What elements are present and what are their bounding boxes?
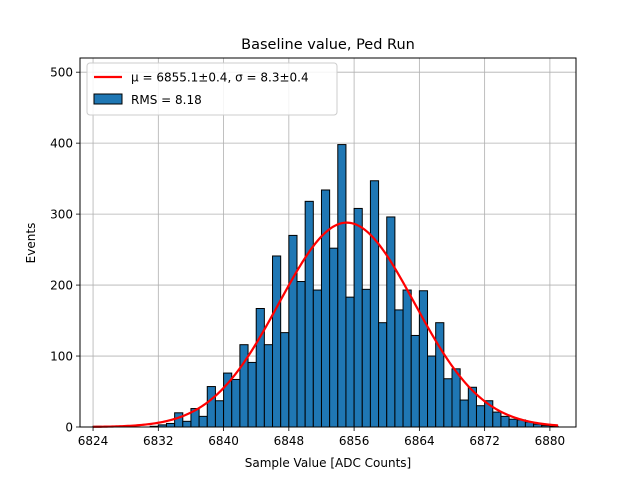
histogram-bar — [435, 322, 445, 428]
legend-box — [86, 62, 338, 116]
y-tick-label: 500 — [50, 66, 73, 80]
x-tick-label: 6848 — [274, 434, 305, 448]
histogram-bar — [320, 189, 331, 428]
histogram-bar — [475, 405, 486, 428]
y-axis-label: Events — [24, 223, 38, 264]
histogram-bar — [231, 378, 241, 428]
histogram-bar — [418, 290, 429, 428]
histogram-bar — [280, 332, 290, 428]
histogram-bar — [263, 344, 274, 428]
x-axis-ticks: 6824 6832 6840 6848 6856 6864 6872 6880 — [78, 427, 565, 448]
x-axis-label: Sample Value [ADC Counts] — [245, 456, 411, 470]
histogram-bar — [353, 207, 363, 428]
histogram-bar — [312, 289, 322, 428]
histogram-bar — [508, 418, 518, 428]
legend-histogram-label: RMS = 8.18 — [131, 93, 202, 107]
histogram-bar — [451, 368, 461, 428]
histogram-bar — [247, 361, 257, 428]
histogram-bar — [206, 386, 216, 428]
legend-histogram-swatch — [93, 93, 123, 105]
histogram-bar — [288, 234, 298, 428]
histogram-bar — [214, 400, 225, 428]
histogram-bar — [198, 415, 208, 428]
histogram-bar — [500, 415, 510, 428]
y-tick-label: 0 — [65, 421, 73, 435]
y-tick-label: 100 — [50, 350, 73, 364]
histogram-bar — [296, 281, 306, 428]
histogram-bar — [182, 420, 192, 428]
x-tick-label: 6864 — [404, 434, 435, 448]
x-tick-label: 6832 — [143, 434, 174, 448]
histogram-bar — [459, 399, 469, 428]
histogram-bar — [345, 296, 355, 428]
histogram-bar — [272, 255, 282, 428]
histogram-bar — [427, 355, 437, 428]
histogram-bar — [337, 144, 347, 428]
x-tick-label: 6880 — [535, 434, 566, 448]
x-tick-label: 6872 — [469, 434, 500, 448]
y-tick-label: 400 — [50, 137, 73, 151]
x-tick-label: 6840 — [208, 434, 239, 448]
histogram-bar — [402, 289, 412, 428]
y-axis-ticks: 0 100 200 300 400 500 — [50, 66, 80, 435]
histogram-bar — [394, 309, 404, 428]
y-tick-label: 200 — [50, 279, 73, 293]
histogram-bar — [304, 200, 314, 428]
histogram-bar — [329, 247, 339, 428]
gaussian-fit-curve — [93, 221, 559, 428]
histogram-bar — [492, 411, 502, 428]
histogram-bar — [174, 412, 184, 428]
histogram-bar — [255, 307, 265, 428]
axes-frame — [79, 57, 577, 428]
legend-fit-label: μ = 6855.1±0.4, σ = 8.3±0.4 — [131, 71, 309, 85]
histogram-bar — [443, 378, 453, 428]
y-tick-label: 300 — [50, 208, 73, 222]
histogram-bar — [386, 216, 396, 428]
x-tick-label: 6824 — [78, 434, 109, 448]
histogram-bars — [92, 144, 559, 428]
histogram-bar — [410, 334, 420, 428]
histogram-bar — [361, 288, 371, 428]
histogram-bar — [165, 422, 176, 428]
legend: μ = 6855.1±0.4, σ = 8.3±0.4 RMS = 8.18 — [86, 62, 338, 116]
x-tick-label: 6856 — [339, 434, 370, 448]
histogram-bar — [378, 322, 388, 428]
chart-title: Baseline value, Ped Run — [241, 37, 415, 53]
histogram-bar — [369, 180, 380, 428]
